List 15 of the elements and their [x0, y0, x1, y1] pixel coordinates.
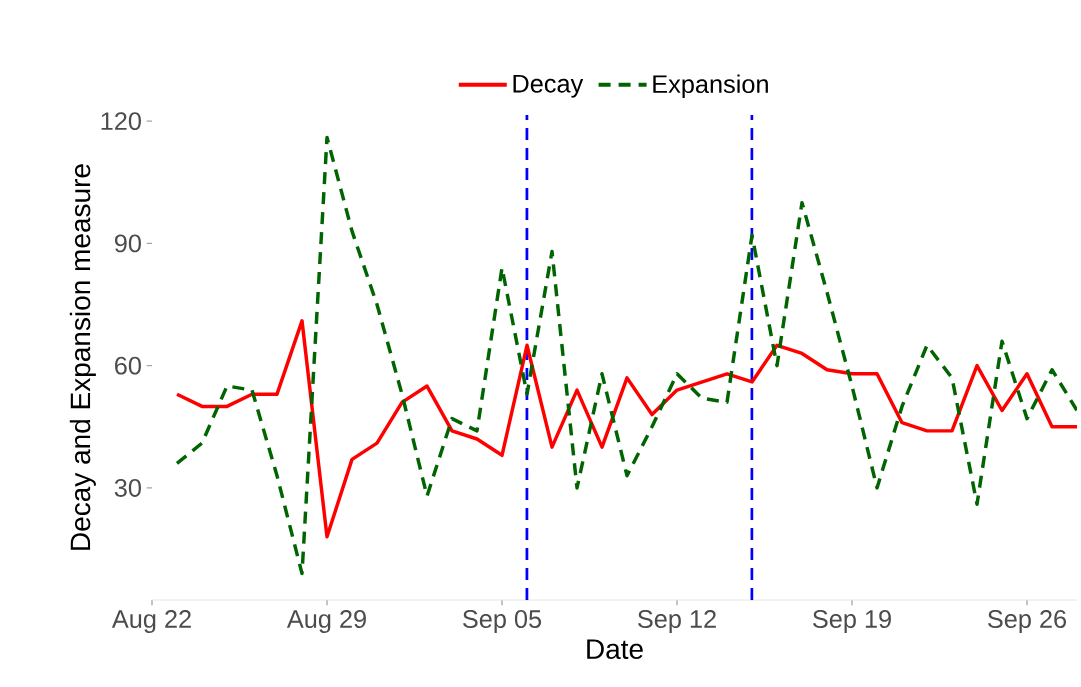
- y-tick-label: 90: [114, 234, 141, 253]
- x-tick-label: Sep 26: [988, 610, 1066, 633]
- x-tick-label: Sep 05: [463, 610, 542, 633]
- x-tick-label: Sep 19: [813, 610, 891, 633]
- y-axis-title: Decay and Expansion measure: [69, 164, 96, 550]
- y-tick-label: 120: [101, 112, 141, 131]
- x-tick-label: Sep 12: [638, 610, 716, 633]
- y-tick-label: 60: [115, 356, 141, 375]
- legend-label: Expansion: [653, 74, 768, 99]
- x-tick-label: Aug 22: [111, 610, 191, 633]
- legend-label: Decay: [513, 74, 584, 98]
- x-tick-label: Aug 29: [286, 610, 366, 633]
- line-series: [175, 135, 1078, 576]
- x-axis-title: Date: [587, 639, 643, 660]
- y-tick-label: 30: [114, 478, 141, 497]
